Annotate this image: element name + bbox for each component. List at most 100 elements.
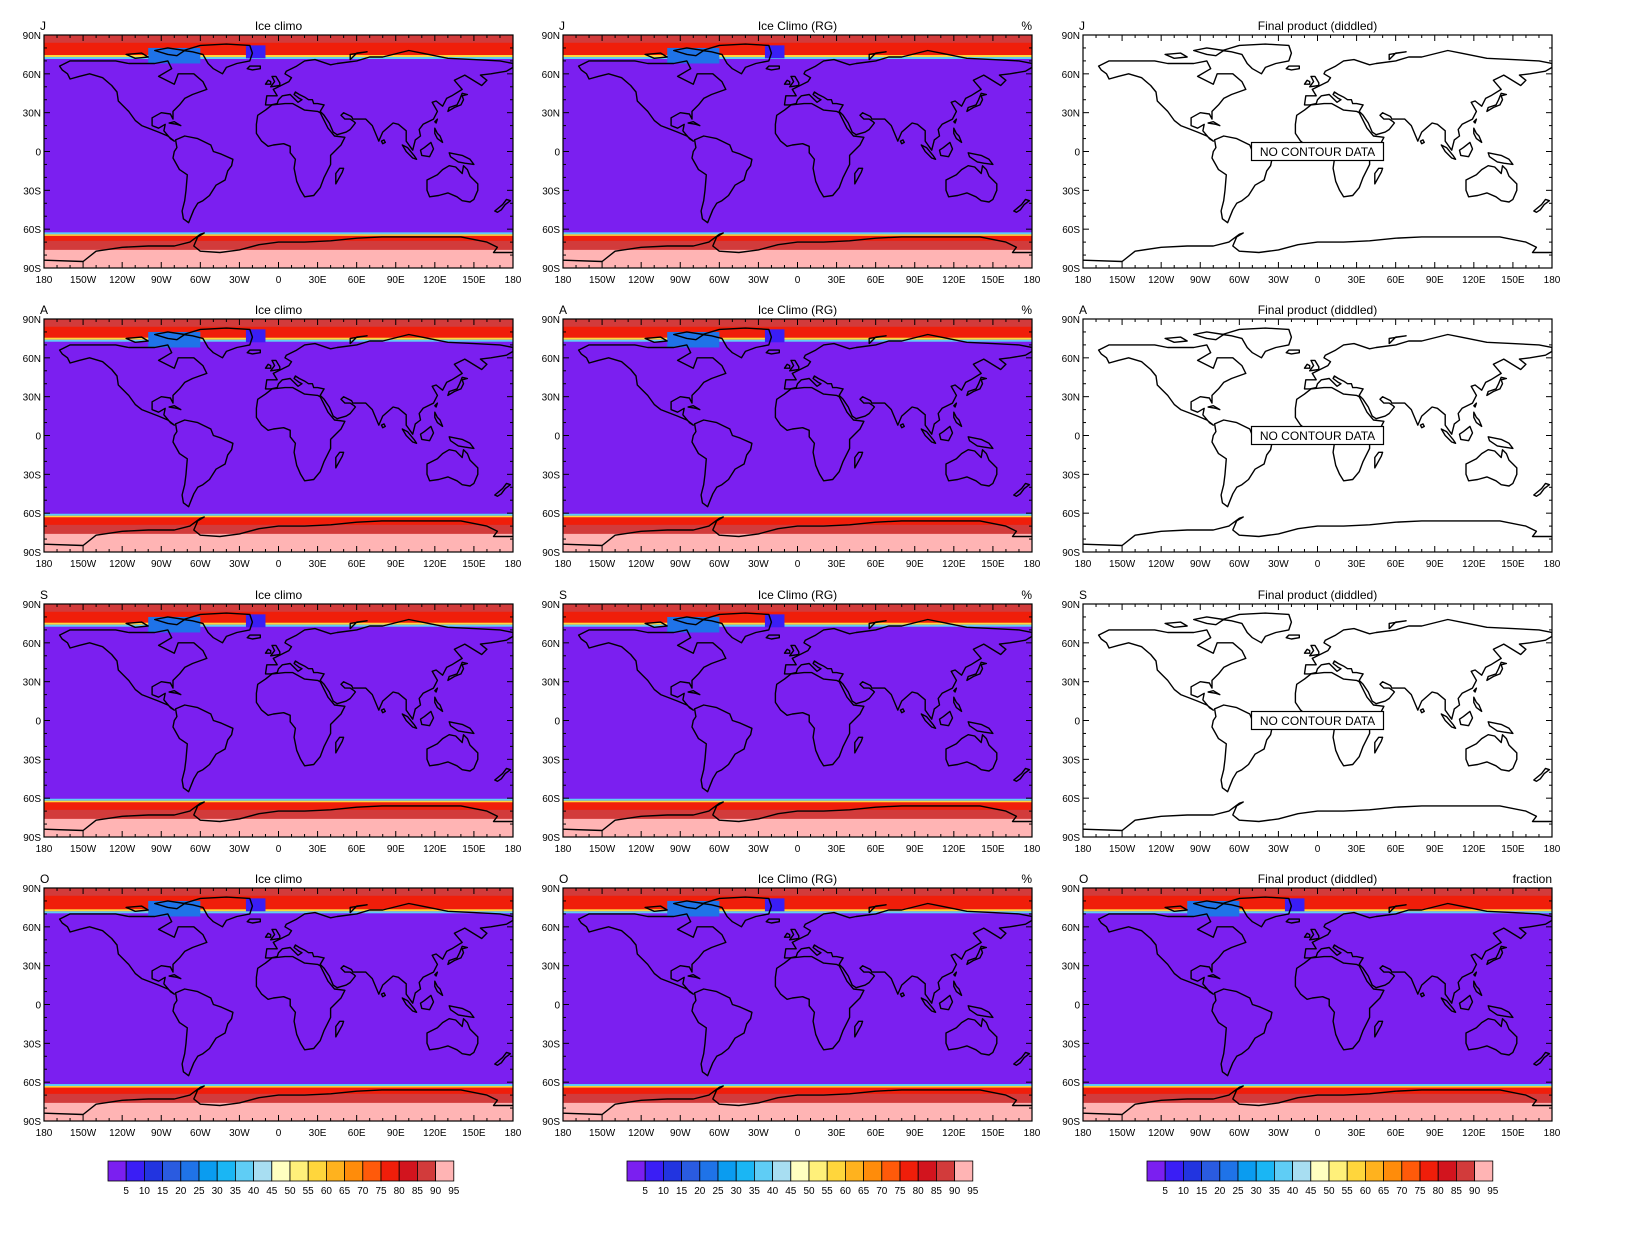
coast-southAmerica xyxy=(172,704,234,793)
coast-island xyxy=(125,52,149,59)
lat-tick-label: 90N xyxy=(1062,884,1080,895)
coast-island xyxy=(899,992,905,998)
colorbar-cell xyxy=(253,1160,273,1182)
arctic-patch xyxy=(1284,898,1305,912)
coast-island xyxy=(1303,932,1311,938)
coast-island xyxy=(1419,423,1426,429)
coastlines xyxy=(1083,612,1552,832)
month-label: A xyxy=(1079,303,1087,317)
coast-island xyxy=(1308,644,1320,657)
coast-greenland xyxy=(182,612,254,644)
arctic-ice-edge xyxy=(44,909,513,912)
lon-tick-label: 0 xyxy=(795,1128,801,1139)
lon-tick-label: 150W xyxy=(1109,844,1136,855)
coast-africa xyxy=(1294,955,1385,1051)
colorbar-cell xyxy=(1310,1160,1330,1182)
colorbar-cell xyxy=(1401,1160,1421,1182)
lon-tick-label: 30E xyxy=(828,559,846,570)
lon-tick-label: 150W xyxy=(1109,1128,1136,1139)
lat-tick-label: 0 xyxy=(1074,1001,1080,1012)
colorbar-label: 15 xyxy=(676,1186,688,1197)
coast-island xyxy=(1473,127,1483,144)
lat-tick-label: 60N xyxy=(542,923,560,934)
coast-africa xyxy=(255,671,346,767)
coast-island xyxy=(153,616,186,626)
lat-tick-label: 90N xyxy=(23,884,41,895)
coastlines xyxy=(1083,43,1552,263)
lon-tick-label: 120W xyxy=(628,275,655,286)
coast-northAmerica xyxy=(577,344,727,426)
colorbar-cell xyxy=(198,1160,218,1182)
coast-island xyxy=(765,918,780,924)
lat-tick-label: 90N xyxy=(542,31,560,42)
coast-eurasia xyxy=(783,49,1032,151)
coast-island xyxy=(1419,139,1426,145)
lon-tick-label: 120E xyxy=(942,844,966,855)
lat-tick-label: 90S xyxy=(542,548,560,559)
coast-island xyxy=(868,335,887,345)
coast-island xyxy=(938,994,954,1011)
coast-island xyxy=(1486,376,1508,397)
lat-tick-label: 0 xyxy=(554,432,560,443)
antarctic-ice-edge xyxy=(44,800,513,803)
arctic-patch xyxy=(245,45,266,59)
ice-field xyxy=(563,35,1032,268)
lon-tick-label: 60E xyxy=(348,275,366,286)
coast-island xyxy=(967,721,994,735)
arctic-ice-edge xyxy=(44,337,513,340)
coast-antarctica xyxy=(1083,1085,1552,1116)
colorbar-label: 55 xyxy=(303,1186,315,1197)
lon-tick-label: 120W xyxy=(1148,1128,1175,1139)
lat-tick-label: 30N xyxy=(542,393,560,404)
lon-tick-label: 60E xyxy=(1387,844,1405,855)
lon-tick-label: 120E xyxy=(1462,1128,1486,1139)
lat-tick-label: 60S xyxy=(542,1078,560,1089)
coast-island xyxy=(1308,359,1320,372)
coast-island xyxy=(419,425,435,442)
lat-tick-label: 90S xyxy=(542,1117,560,1128)
panel-title: Ice climo xyxy=(255,19,303,33)
colorbar-cell xyxy=(143,1160,163,1182)
coast-africa xyxy=(774,386,865,482)
colorbar-cell xyxy=(899,1160,919,1182)
axis-ticks xyxy=(43,318,514,553)
colorbar-label: 30 xyxy=(1251,1186,1263,1197)
panel-title: Final product (diddled) xyxy=(1258,588,1377,602)
coast-island xyxy=(1192,900,1225,910)
lon-tick-label: 120E xyxy=(942,275,966,286)
coast-australia xyxy=(1465,164,1518,203)
colorbar-cell xyxy=(107,1160,127,1182)
antarctic-ice-edge xyxy=(44,798,513,801)
lon-tick-label: 150W xyxy=(1109,275,1136,286)
coastlines xyxy=(563,612,1032,832)
panel-title: Ice Climo (RG) xyxy=(758,19,837,33)
colorbar-cell xyxy=(1346,1160,1366,1182)
coast-island xyxy=(967,152,994,166)
lon-tick-label: 0 xyxy=(1315,844,1321,855)
lon-tick-label: 60W xyxy=(1229,844,1250,855)
lon-tick-label: 120W xyxy=(109,844,136,855)
lon-tick-label: 120W xyxy=(109,1128,136,1139)
coast-island xyxy=(1192,616,1225,626)
antarctic-ice-edge xyxy=(563,1084,1032,1087)
coast-island xyxy=(448,1005,475,1019)
panel-title: Ice climo xyxy=(255,872,303,886)
coast-island xyxy=(153,900,186,910)
coast-island xyxy=(1303,648,1311,654)
coast-island xyxy=(1308,928,1320,941)
coast-island xyxy=(899,139,905,145)
lon-tick-label: 90E xyxy=(387,1128,405,1139)
lat-tick-label: 30S xyxy=(1062,755,1080,766)
coast-island xyxy=(953,411,963,428)
lat-tick-label: 30S xyxy=(23,186,41,197)
coastlines xyxy=(44,896,513,1116)
colorbar-cell xyxy=(1419,1160,1439,1182)
lon-tick-label: 180 xyxy=(1024,559,1041,570)
colorbar-label: 20 xyxy=(1214,1186,1226,1197)
coast-island xyxy=(494,198,512,214)
coast-northAmerica xyxy=(1097,913,1247,995)
lon-tick-label: 120W xyxy=(109,559,136,570)
